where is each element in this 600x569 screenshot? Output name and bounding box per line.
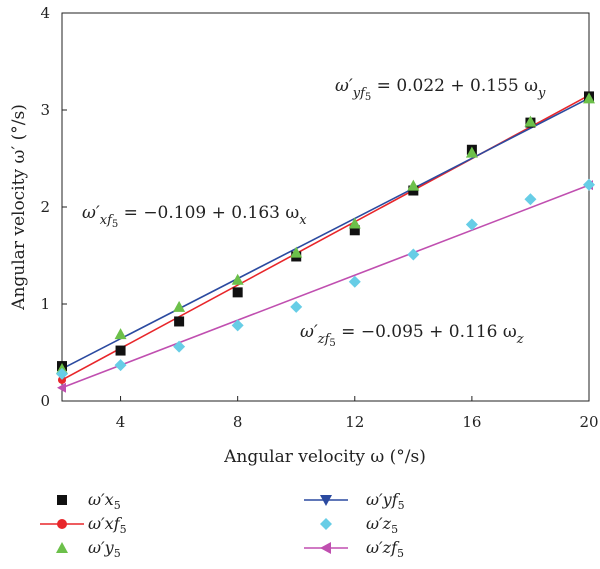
legend-entry: ω′x5	[57, 490, 121, 512]
legend-label: ω′yf5	[366, 490, 405, 512]
legend-label-subscript: 5	[114, 547, 121, 560]
x-tick-label: 16	[462, 413, 481, 431]
fit-line	[61, 97, 590, 370]
data-point	[56, 367, 68, 380]
legend-label-main: ω′x	[88, 490, 114, 509]
x-axis-label: Angular velocity ω (°/s)	[223, 447, 426, 467]
data-point	[115, 345, 126, 356]
data-point	[407, 179, 420, 191]
x-tick-label: 12	[345, 413, 364, 431]
x-tick-label: 4	[116, 413, 126, 431]
legend-label-main: ω′zf	[366, 538, 400, 557]
legend-marker	[56, 542, 68, 553]
data-point	[583, 92, 595, 104]
data-point	[173, 300, 186, 312]
legend-entry: ω′z5	[320, 514, 398, 536]
legend-label: ω′zf5	[366, 538, 404, 560]
data-point	[114, 328, 127, 340]
legend-label-main: ω′y	[88, 538, 115, 557]
y-ticks: 0 1 2 3 4	[40, 4, 67, 410]
data-point	[232, 287, 243, 298]
y-tick-label: 4	[40, 4, 50, 22]
data-point	[174, 316, 185, 327]
data-point	[524, 115, 537, 127]
data-point	[173, 340, 186, 353]
data-point	[524, 193, 537, 206]
data-point	[407, 248, 420, 261]
equation-y-fit: ω′yf5 = 0.022 + 0.155 ωy	[335, 76, 546, 103]
legend-label-subscript: 5	[114, 499, 121, 512]
legend-label: ω′z5	[366, 514, 398, 536]
legend-marker	[57, 519, 67, 529]
x-ticks: 4 8 12 16 20	[116, 396, 599, 431]
legend-entry: ω′y5	[56, 538, 121, 560]
legend-marker	[320, 495, 332, 506]
data-point	[348, 275, 361, 288]
y-tick-label: 1	[40, 295, 50, 313]
equation-x-fit: ω′xf5 = −0.109 + 0.163 ωx	[82, 203, 307, 230]
legend-label-subscript: 5	[391, 523, 398, 536]
legend-label-subscript: 5	[398, 499, 405, 512]
fit-line	[61, 184, 590, 389]
data-point	[114, 359, 127, 372]
legend-marker	[320, 542, 331, 554]
data-point	[290, 246, 303, 258]
legend-label-main: ω′xf	[88, 514, 123, 533]
legend-marker	[57, 495, 67, 505]
legend-marker	[320, 518, 332, 530]
y-tick-label: 2	[40, 198, 50, 216]
legend-label-subscript: 5	[120, 523, 127, 536]
legend-entry: ω′zf5	[304, 538, 404, 560]
legend-label-subscript: 5	[397, 547, 404, 560]
legend-entry: ω′yf5	[304, 490, 405, 512]
legend-label: ω′y5	[88, 538, 121, 560]
legend-label: ω′x5	[88, 490, 121, 512]
data-points	[56, 91, 595, 380]
x-tick-label: 20	[579, 413, 598, 431]
y-tick-label: 3	[40, 101, 50, 119]
y-axis-label: Angular velocity ω′ (°/s)	[9, 104, 29, 311]
fit-lines	[57, 91, 594, 393]
legend-label-main: ω′yf	[366, 490, 401, 509]
fit-line-end-marker	[57, 382, 66, 393]
data-point	[231, 273, 244, 285]
data-point	[349, 225, 360, 236]
fit-line-end-marker	[58, 375, 66, 384]
y-tick-label: 0	[40, 392, 50, 410]
data-point	[290, 300, 303, 313]
data-point	[583, 178, 595, 191]
legend-entry: ω′xf5	[40, 514, 127, 536]
data-point	[465, 146, 478, 158]
x-tick-label: 8	[233, 413, 243, 431]
data-point	[348, 217, 361, 229]
legend-label-main: ω′z	[366, 514, 392, 533]
legend-label: ω′xf5	[88, 514, 127, 536]
equation-z-fit: ω′zf5 = −0.095 + 0.116 ωz	[300, 322, 524, 349]
data-point	[465, 218, 478, 231]
data-point	[231, 319, 244, 332]
